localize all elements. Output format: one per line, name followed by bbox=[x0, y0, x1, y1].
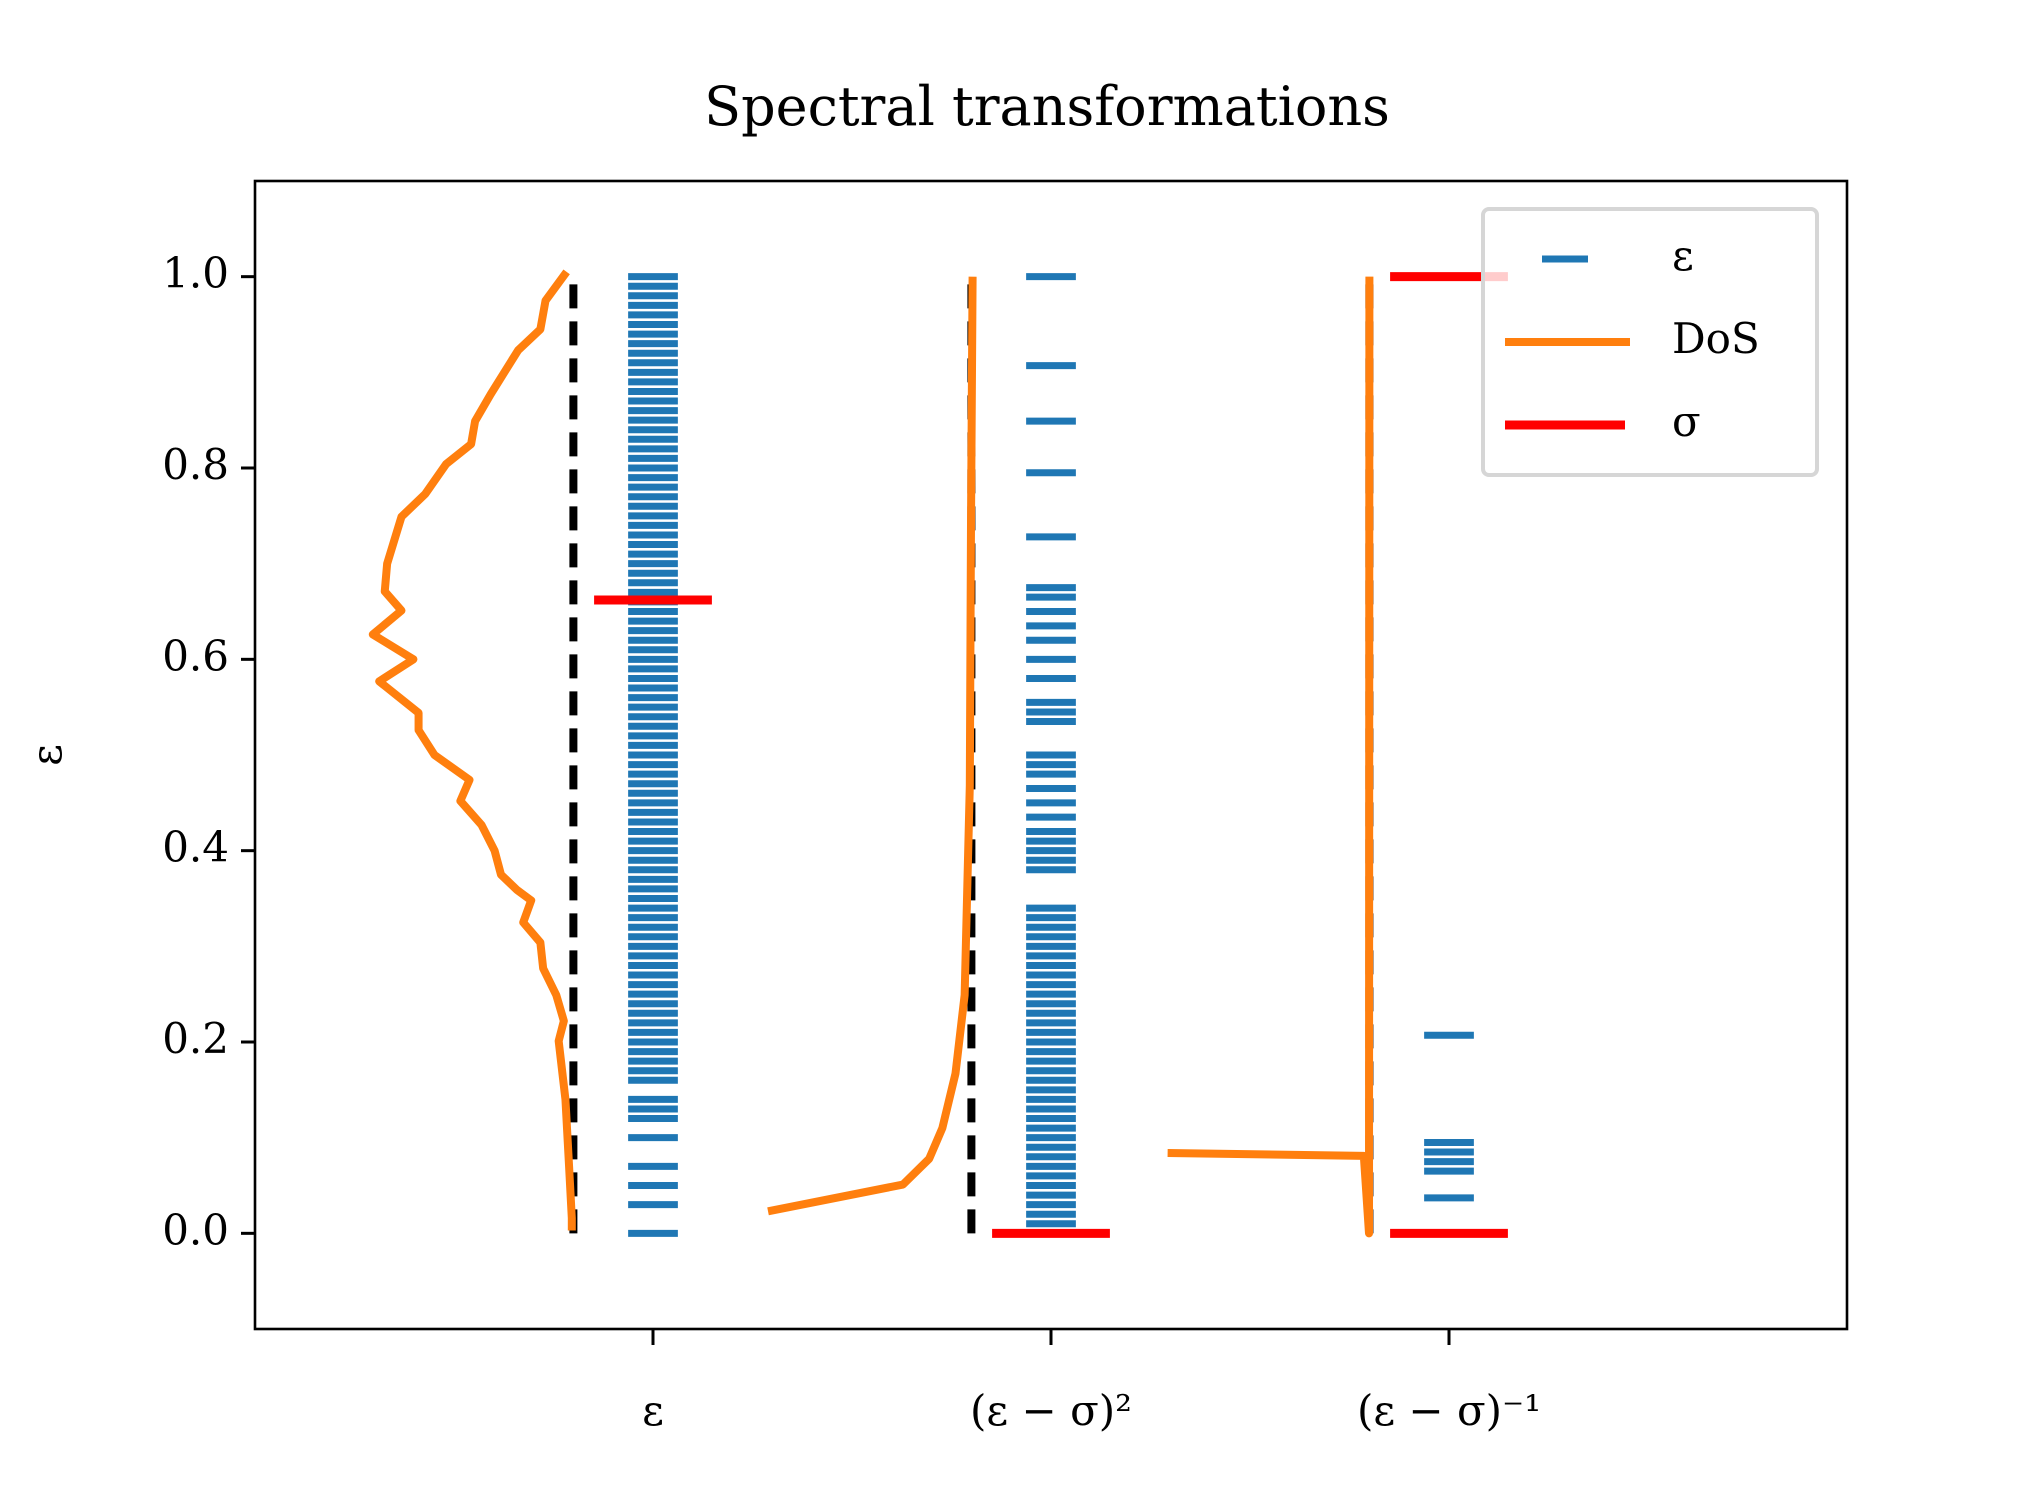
x-tick-label: (ε − σ)⁻¹ bbox=[1357, 1386, 1541, 1435]
y-tick-label: 0.2 bbox=[162, 1014, 229, 1063]
legend-label: ε bbox=[1672, 231, 1694, 280]
legend-box bbox=[1481, 207, 1819, 477]
chart-title: Spectral transformations bbox=[704, 75, 1390, 138]
x-tick-label: (ε − σ)² bbox=[970, 1386, 1132, 1435]
y-tick-label: 0.8 bbox=[162, 440, 229, 489]
y-tick-label: 0.0 bbox=[162, 1205, 229, 1254]
x-tick-label: ε bbox=[642, 1386, 664, 1435]
legend-label: σ bbox=[1672, 397, 1701, 446]
dos-line bbox=[368, 269, 1374, 1238]
y-tick-label: 1.0 bbox=[162, 249, 229, 298]
y-tick-label: 0.6 bbox=[162, 631, 229, 680]
legend-label: DoS bbox=[1672, 314, 1760, 363]
y-axis-label: ε bbox=[22, 744, 71, 766]
y-tick-label: 0.4 bbox=[162, 823, 229, 872]
